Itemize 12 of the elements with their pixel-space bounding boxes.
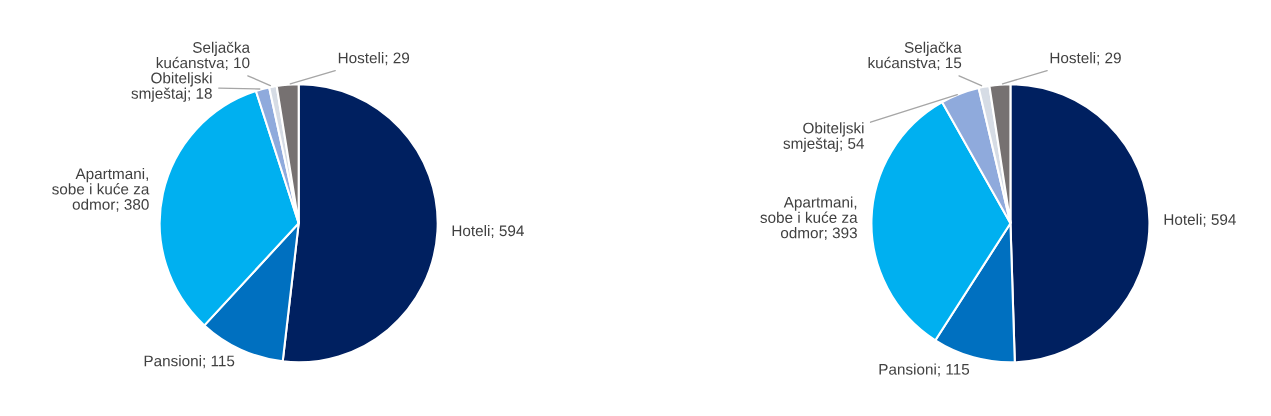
slice-label: Hosteli; 29 bbox=[1050, 52, 1121, 66]
slice-label: Obiteljski smještaj; 18 bbox=[131, 72, 212, 102]
slice-label: Pansioni; 115 bbox=[879, 363, 970, 377]
slice-label: Hoteli; 594 bbox=[452, 224, 524, 238]
slice-label: Apartmani, sobe i kuće za odmor; 380 bbox=[52, 167, 150, 212]
slice-label: Hoteli; 594 bbox=[1164, 213, 1236, 227]
slice-label: Seljačka kućanstva; 15 bbox=[868, 41, 962, 71]
slice-label: Obiteljski smještaj; 54 bbox=[783, 122, 865, 152]
slice-label: Pansioni; 115 bbox=[144, 355, 235, 369]
slice-label: Apartmani, sobe i kuće za odmor; 393 bbox=[760, 196, 858, 241]
slice-label: Seljačka kućanstva; 10 bbox=[156, 41, 251, 71]
slice-label: Hosteli; 29 bbox=[338, 52, 410, 66]
